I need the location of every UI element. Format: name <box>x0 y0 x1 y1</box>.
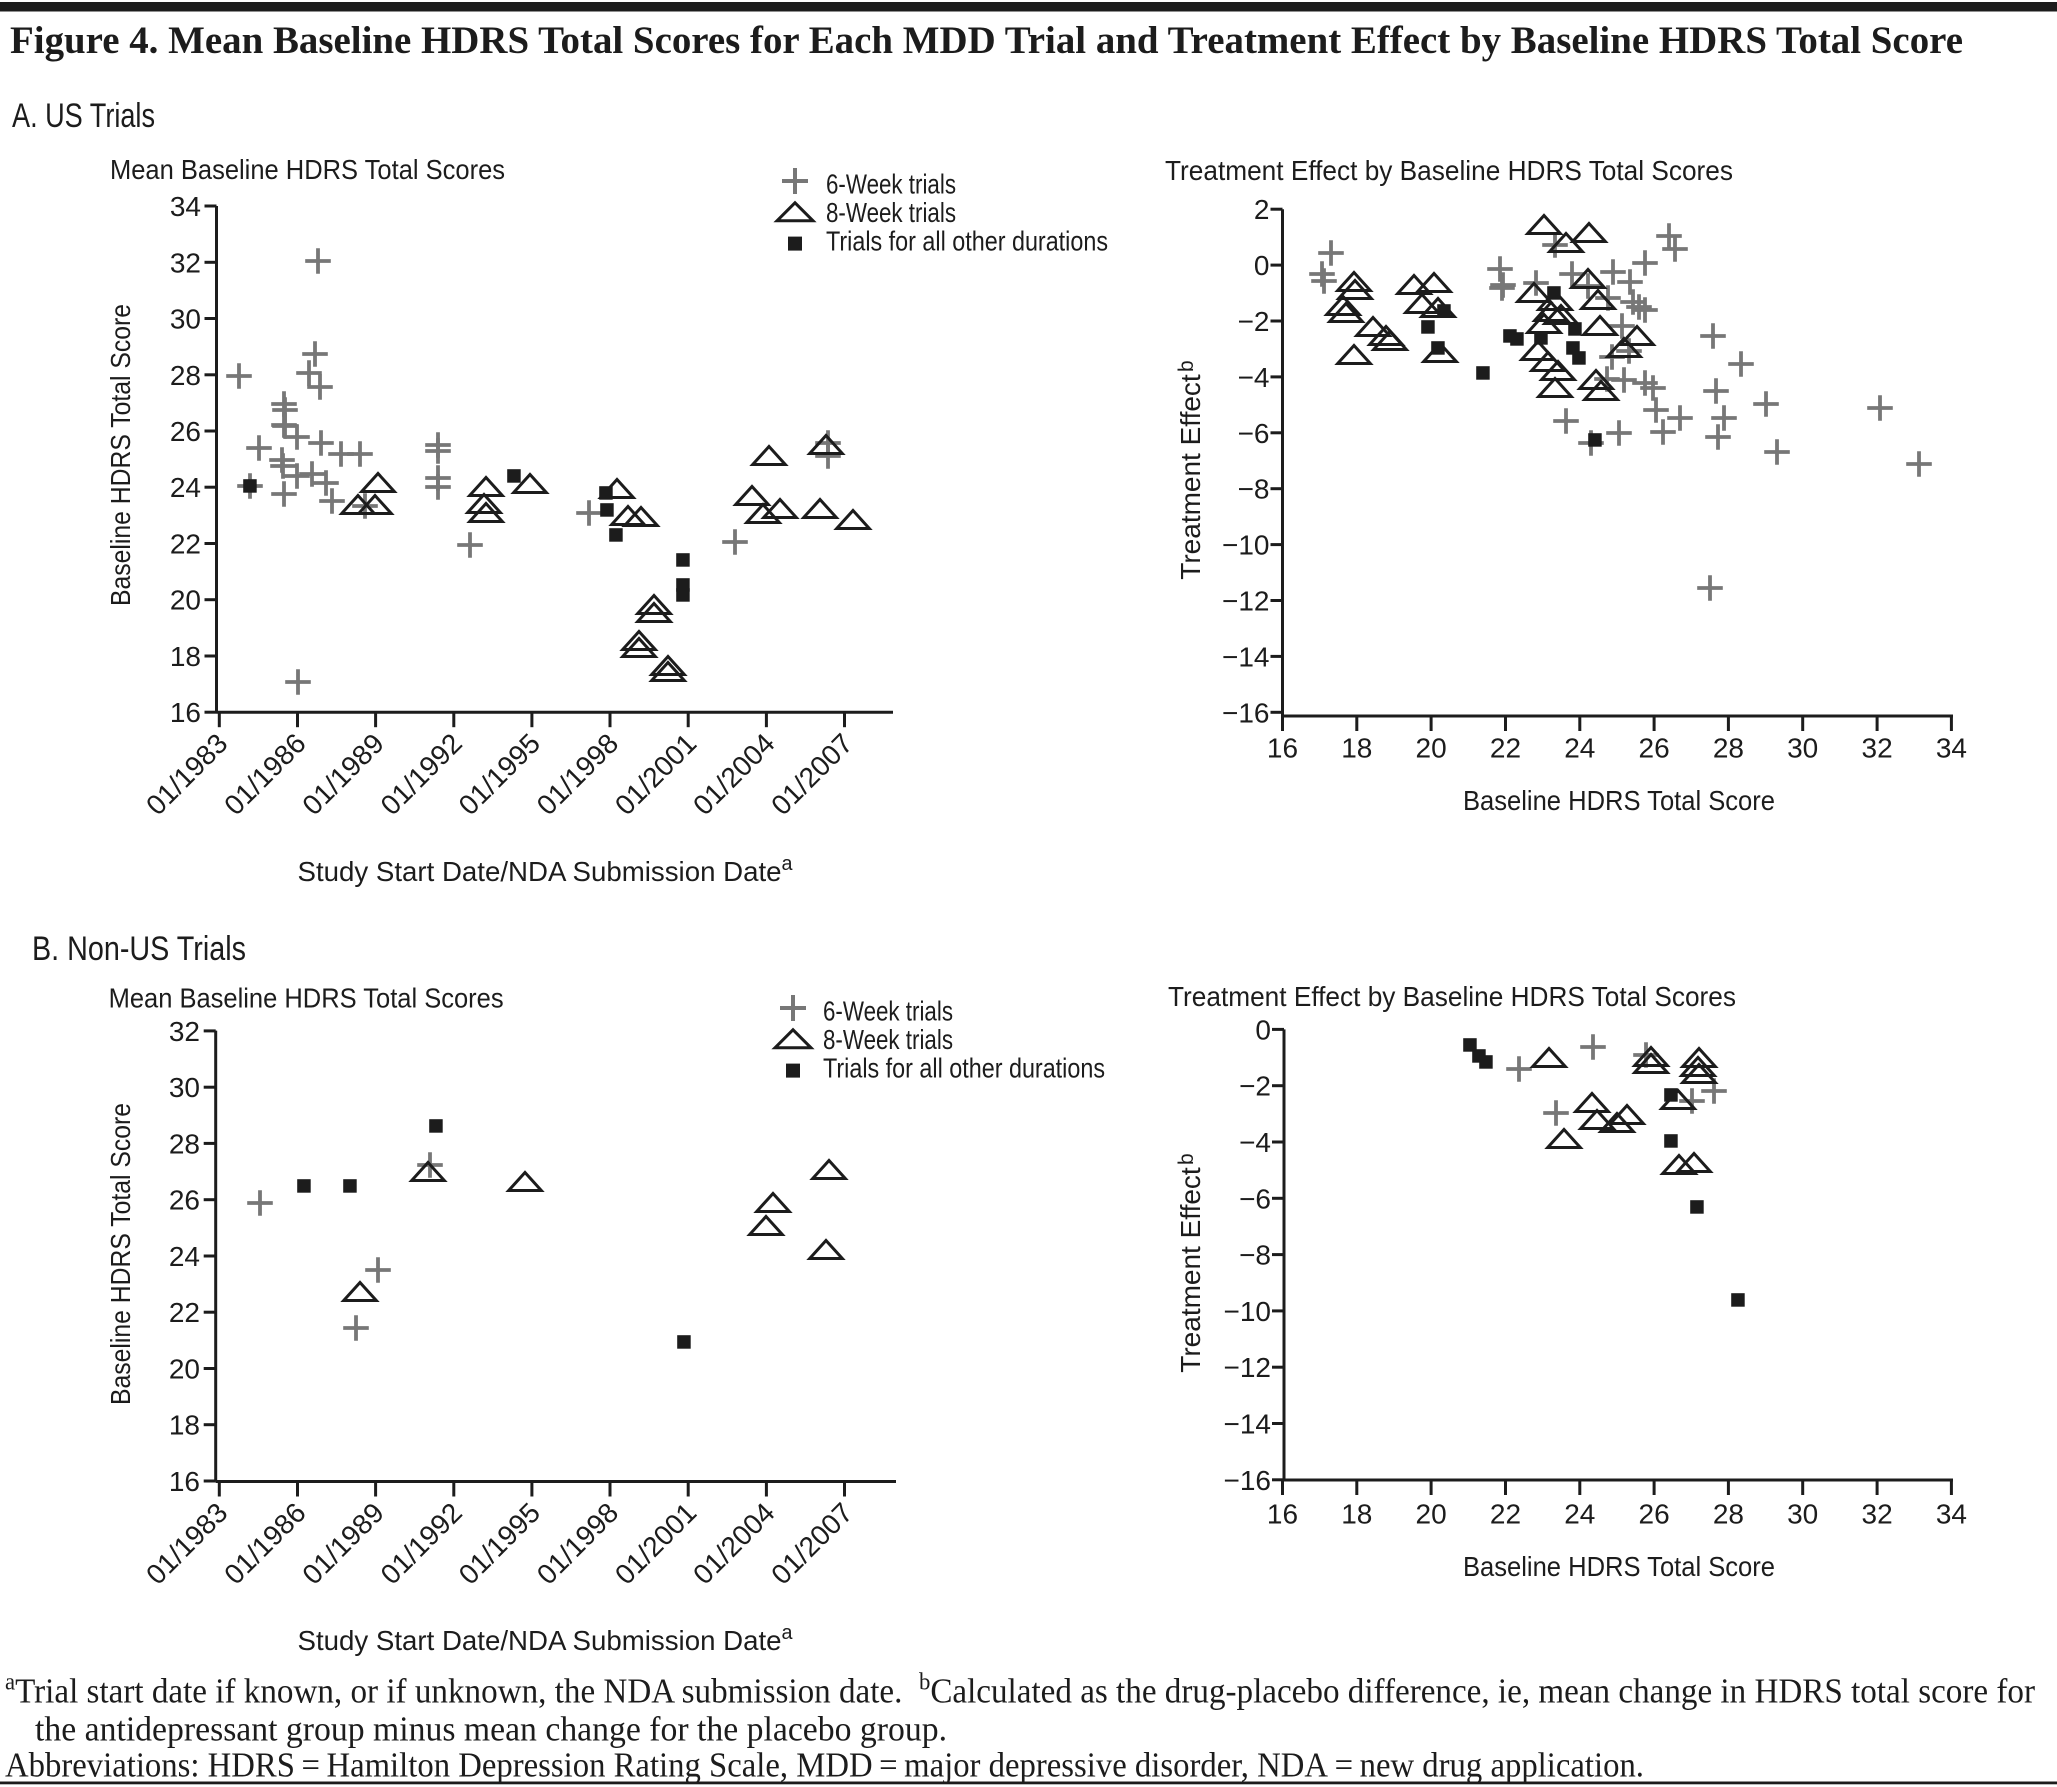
svg-text:32: 32 <box>170 247 201 278</box>
svg-text:20: 20 <box>169 1354 200 1385</box>
svg-text:Baseline HDRS Total Score: Baseline HDRS Total Score <box>105 1103 136 1405</box>
svg-text:20: 20 <box>1416 1499 1447 1530</box>
svg-text:16: 16 <box>1267 1499 1298 1530</box>
svg-text:28: 28 <box>1713 1499 1744 1530</box>
svg-text:Treatment Effect: Treatment Effect <box>1175 1167 1206 1373</box>
svg-text:Treatment Effect by Baseline H: Treatment Effect by Baseline HDRS Total … <box>1168 981 1736 1012</box>
svg-text:34: 34 <box>1936 733 1967 764</box>
svg-text:26: 26 <box>1639 1499 1670 1530</box>
svg-text:24: 24 <box>1564 1499 1595 1530</box>
svg-text:32: 32 <box>1862 733 1893 764</box>
svg-text:B. Non-US Trials: B. Non-US Trials <box>32 930 246 968</box>
svg-text:6-Week trials: 6-Week trials <box>826 168 956 199</box>
svg-text:Baseline HDRS Total Score: Baseline HDRS Total Score <box>1463 785 1775 816</box>
svg-text:22: 22 <box>1490 733 1521 764</box>
svg-text:8-Week trials: 8-Week trials <box>826 197 956 228</box>
svg-text:−6: −6 <box>1238 418 1270 449</box>
svg-text:22: 22 <box>1490 1499 1521 1530</box>
svg-text:28: 28 <box>1713 733 1744 764</box>
svg-text:28: 28 <box>169 1128 200 1159</box>
svg-text:24: 24 <box>169 1241 200 1272</box>
svg-text:−2: −2 <box>1239 1071 1271 1102</box>
svg-text:34: 34 <box>170 191 201 222</box>
svg-text:26: 26 <box>170 416 201 447</box>
svg-text:−2: −2 <box>1238 306 1270 337</box>
svg-text:b: b <box>1175 360 1198 372</box>
svg-text:b: b <box>1175 1153 1198 1165</box>
svg-text:Baseline HDRS Total Score: Baseline HDRS Total Score <box>105 304 136 606</box>
svg-text:0: 0 <box>1255 1014 1271 1045</box>
svg-text:18: 18 <box>170 641 201 672</box>
svg-text:−14: −14 <box>1224 1409 1272 1440</box>
svg-text:0: 0 <box>1254 250 1270 281</box>
svg-text:Trials for all other durations: Trials for all other durations <box>826 226 1108 257</box>
svg-text:−10: −10 <box>1222 530 1270 561</box>
svg-text:Treatment Effect: Treatment Effect <box>1175 374 1206 580</box>
svg-text:26: 26 <box>1639 733 1670 764</box>
svg-text:20: 20 <box>170 585 201 616</box>
svg-text:Abbreviations: HDRS = Hamilton: Abbreviations: HDRS = Hamilton Depressio… <box>5 1746 1644 1785</box>
svg-text:24: 24 <box>1564 733 1595 764</box>
svg-text:−10: −10 <box>1224 1296 1272 1327</box>
svg-text:−8: −8 <box>1238 474 1270 505</box>
svg-text:18: 18 <box>1341 1499 1372 1530</box>
svg-text:A. US Trials: A. US Trials <box>12 97 155 135</box>
svg-text:22: 22 <box>170 529 201 560</box>
svg-text:18: 18 <box>1341 733 1372 764</box>
svg-text:16: 16 <box>170 697 201 728</box>
svg-text:30: 30 <box>170 304 201 335</box>
svg-text:32: 32 <box>1862 1499 1893 1530</box>
svg-text:−16: −16 <box>1222 697 1270 728</box>
svg-text:Figure 4. Mean Baseline HDRS T: Figure 4. Mean Baseline HDRS Total Score… <box>10 19 1963 62</box>
svg-text:−8: −8 <box>1239 1240 1271 1271</box>
svg-text:16: 16 <box>1267 733 1298 764</box>
svg-text:2: 2 <box>1254 194 1270 225</box>
svg-text:Mean Baseline HDRS Total Score: Mean Baseline HDRS Total Scores <box>109 983 504 1014</box>
svg-text:28: 28 <box>170 360 201 391</box>
svg-text:−12: −12 <box>1224 1352 1272 1383</box>
svg-text:the antidepressant group minus: the antidepressant group minus mean chan… <box>35 1710 947 1749</box>
svg-text:−6: −6 <box>1239 1183 1271 1214</box>
svg-text:Study Start Date/NDA Submissio: Study Start Date/NDA Submission Datea <box>298 1622 794 1656</box>
svg-text:34: 34 <box>1936 1499 1967 1530</box>
svg-text:Trials for all other durations: Trials for all other durations <box>823 1053 1105 1084</box>
svg-text:30: 30 <box>1787 733 1818 764</box>
svg-text:18: 18 <box>169 1410 200 1441</box>
svg-text:8-Week trials: 8-Week trials <box>823 1024 953 1055</box>
svg-text:Baseline HDRS Total Score: Baseline HDRS Total Score <box>1463 1551 1775 1582</box>
svg-text:Treatment Effect by Baseline H: Treatment Effect by Baseline HDRS Total … <box>1165 155 1733 186</box>
svg-text:26: 26 <box>169 1185 200 1216</box>
svg-text:6-Week trials: 6-Week trials <box>823 995 953 1026</box>
svg-text:24: 24 <box>170 472 201 503</box>
svg-text:−4: −4 <box>1238 362 1270 393</box>
svg-text:−14: −14 <box>1222 641 1270 672</box>
svg-text:Mean Baseline HDRS Total Score: Mean Baseline HDRS Total Scores <box>110 154 505 185</box>
svg-text:−12: −12 <box>1222 586 1270 617</box>
svg-text:30: 30 <box>169 1072 200 1103</box>
svg-text:22: 22 <box>169 1297 200 1328</box>
svg-text:20: 20 <box>1416 733 1447 764</box>
svg-text:32: 32 <box>169 1016 200 1047</box>
svg-text:16: 16 <box>169 1466 200 1497</box>
svg-text:aTrial start date if known, or: aTrial start date if known, or if unknow… <box>5 1670 2035 1711</box>
svg-text:Study Start Date/NDA Submissio: Study Start Date/NDA Submission Datea <box>298 853 794 887</box>
svg-text:30: 30 <box>1787 1499 1818 1530</box>
svg-text:−4: −4 <box>1239 1127 1271 1158</box>
svg-text:−16: −16 <box>1224 1465 1272 1496</box>
